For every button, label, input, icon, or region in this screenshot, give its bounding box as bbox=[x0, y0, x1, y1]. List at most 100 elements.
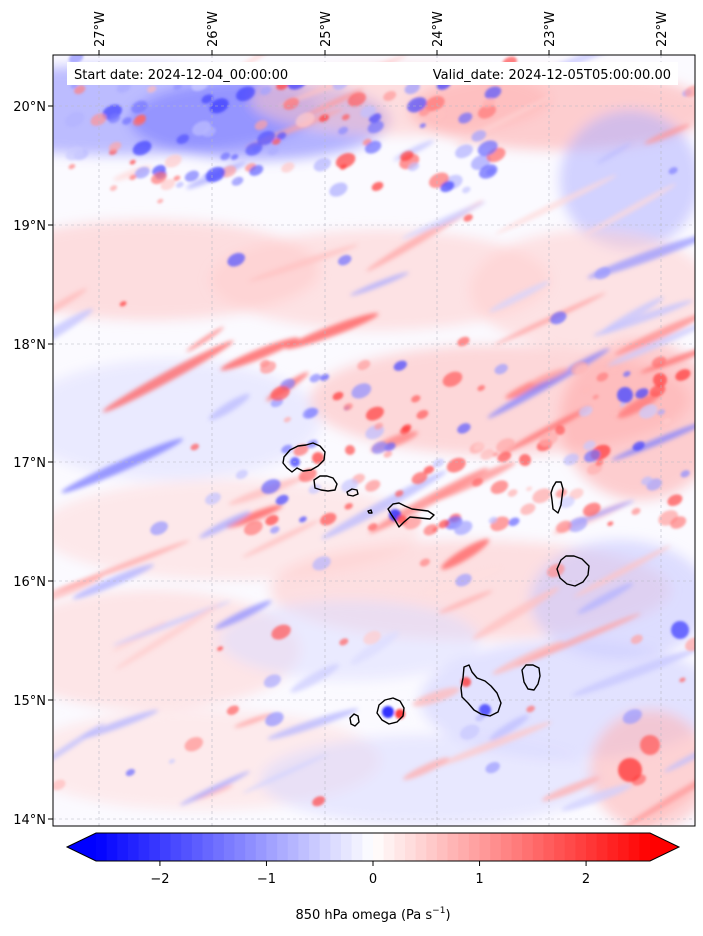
field-streak bbox=[441, 538, 490, 570]
colorbar-swatch bbox=[159, 833, 172, 861]
field-cell bbox=[401, 424, 412, 432]
field-cell bbox=[125, 768, 136, 777]
field-streak bbox=[607, 321, 695, 367]
field-cell bbox=[416, 409, 429, 420]
field-cell bbox=[173, 83, 182, 91]
field-cell bbox=[190, 443, 200, 451]
colorbar-swatch bbox=[117, 833, 129, 861]
field-cell bbox=[65, 146, 84, 161]
colorbar-swatch bbox=[426, 833, 438, 861]
field-cell bbox=[299, 516, 307, 523]
field-cell bbox=[329, 182, 348, 197]
field-cell bbox=[632, 441, 645, 451]
field-cell bbox=[339, 164, 347, 170]
field-feature bbox=[397, 515, 407, 525]
field-cell bbox=[592, 394, 599, 400]
field-cell bbox=[581, 386, 591, 394]
field-cell bbox=[532, 488, 552, 504]
field-cell bbox=[473, 442, 484, 451]
field-cell bbox=[584, 449, 601, 463]
field-streak bbox=[243, 753, 328, 794]
field-streak bbox=[267, 708, 359, 740]
field-cell bbox=[496, 438, 516, 453]
island-brava bbox=[349, 713, 360, 727]
field-cell bbox=[407, 97, 427, 113]
field-cell bbox=[347, 92, 367, 107]
field-cell bbox=[351, 383, 372, 399]
field-streak bbox=[350, 631, 399, 665]
island-fogo bbox=[376, 697, 405, 725]
field-streak bbox=[53, 288, 87, 327]
field-cell bbox=[520, 503, 536, 515]
field-cell bbox=[293, 444, 309, 456]
field-cell bbox=[680, 470, 690, 478]
field-cell bbox=[343, 403, 353, 411]
field-cell bbox=[295, 112, 315, 128]
field-cell bbox=[260, 86, 272, 96]
field-feature bbox=[640, 735, 660, 755]
field-cell bbox=[550, 311, 567, 325]
field-streak bbox=[531, 367, 570, 384]
field-streak bbox=[208, 393, 250, 421]
field-cell bbox=[555, 488, 567, 498]
field-cell bbox=[265, 515, 279, 526]
field-cell bbox=[131, 100, 148, 114]
island-branco bbox=[367, 509, 373, 514]
field-cell bbox=[272, 138, 281, 145]
colorbar-label-end: ) bbox=[445, 908, 450, 923]
field-cell bbox=[308, 484, 322, 494]
colorbar-swatch bbox=[500, 833, 513, 861]
field-streak bbox=[248, 244, 359, 282]
start-date-label: Start date: 2024-12-04_00:00:00 bbox=[74, 68, 288, 83]
field-cell bbox=[309, 373, 321, 383]
lon-tick-label: 26°W bbox=[206, 11, 221, 47]
field-cell bbox=[595, 459, 604, 466]
field-cell bbox=[281, 162, 295, 173]
field-cell bbox=[423, 524, 439, 536]
field-cell bbox=[485, 761, 500, 774]
field-cell bbox=[320, 373, 330, 381]
field-cell bbox=[574, 364, 588, 375]
field-cell bbox=[395, 490, 404, 497]
field-cell bbox=[478, 164, 498, 179]
field-cell bbox=[411, 471, 428, 485]
colorbar-swatch bbox=[149, 833, 161, 861]
island-santa-luzia bbox=[346, 488, 359, 497]
lat-tick-label: 17°N bbox=[13, 456, 46, 471]
colorbar-swatch bbox=[245, 833, 257, 861]
field-cell bbox=[563, 453, 579, 466]
field-cell bbox=[383, 450, 393, 458]
field-cell bbox=[108, 114, 121, 124]
field-cell bbox=[319, 114, 329, 122]
field-cell bbox=[460, 724, 480, 740]
colorbar-ticks: −2 −1 0 1 2 bbox=[150, 861, 590, 887]
field-cell bbox=[569, 488, 584, 500]
field-streak bbox=[620, 758, 695, 826]
field-cell bbox=[457, 336, 470, 347]
lat-tick-label: 16°N bbox=[13, 575, 46, 590]
field-streak bbox=[495, 174, 617, 235]
colorbar-swatch bbox=[127, 833, 140, 861]
field-cell bbox=[134, 166, 150, 179]
colorbar-swatch bbox=[234, 833, 246, 861]
longitude-axis: 27°W 26°W 25°W 24°W 23°W 22°W bbox=[93, 11, 670, 55]
field-streak bbox=[583, 183, 677, 237]
colorbar-label: 850 hPa omega (Pa s−1) bbox=[295, 906, 450, 923]
field-cell bbox=[371, 181, 384, 191]
field-streak bbox=[492, 640, 564, 675]
field-streak bbox=[53, 308, 93, 356]
field-cell bbox=[217, 646, 224, 651]
field-cell bbox=[344, 503, 353, 510]
field-cell bbox=[367, 523, 378, 531]
field-cell bbox=[639, 404, 658, 419]
field-cell bbox=[419, 558, 431, 567]
colorbar-swatch bbox=[490, 833, 502, 861]
colorbar-swatch bbox=[309, 833, 321, 861]
field-streak bbox=[596, 142, 632, 164]
field-cell bbox=[662, 417, 671, 425]
colorbar-swatch bbox=[298, 833, 310, 861]
field-streak bbox=[644, 124, 690, 145]
colorbar-swatch bbox=[628, 833, 640, 861]
field-cell bbox=[596, 372, 609, 382]
field-cell bbox=[122, 117, 132, 125]
